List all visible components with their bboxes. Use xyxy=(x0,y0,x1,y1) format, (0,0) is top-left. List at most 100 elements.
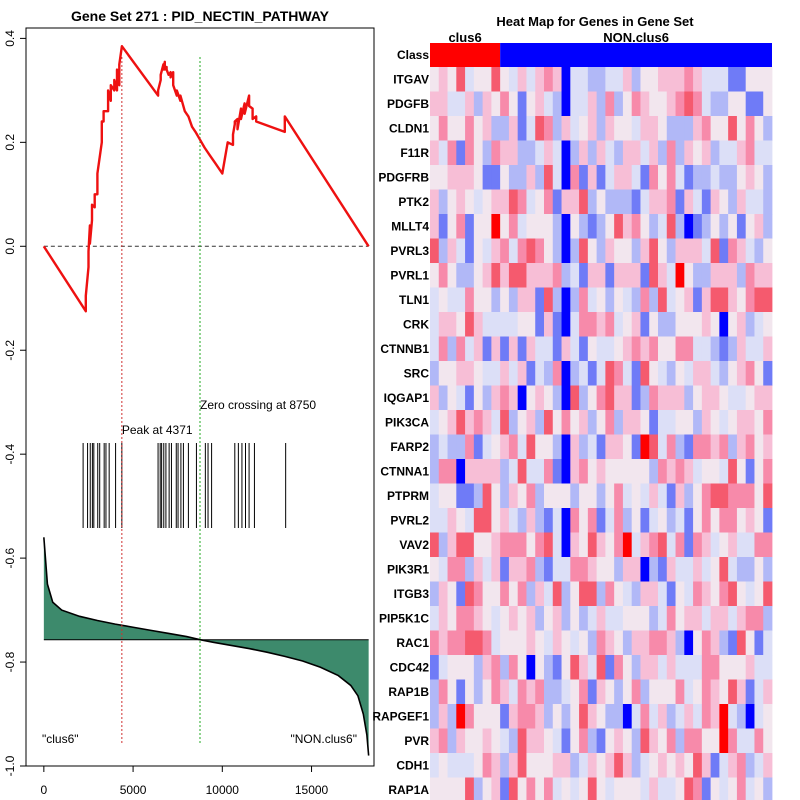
heatmap-cell xyxy=(614,287,624,313)
heatmap-cell xyxy=(473,630,484,656)
heatmap-cell xyxy=(465,508,475,533)
heatmap-cell xyxy=(482,361,492,386)
group-label-non-clus6: NON.clus6 xyxy=(603,30,669,45)
heatmap-cell xyxy=(438,214,448,239)
heatmap-cell xyxy=(508,312,519,337)
heatmap-cell xyxy=(666,385,676,411)
heatmap-cell xyxy=(701,777,712,800)
heatmap-cell xyxy=(552,140,562,166)
heatmap-cell xyxy=(763,116,773,141)
heatmap-cell xyxy=(693,263,703,288)
heatmap-cell xyxy=(447,508,457,533)
heatmap-cell xyxy=(465,532,475,558)
heatmap-cell xyxy=(482,483,492,509)
heatmap-cell xyxy=(763,679,773,705)
heatmap-cell xyxy=(552,508,562,533)
heatmap-cell xyxy=(579,753,589,778)
heatmap-cell xyxy=(587,532,598,558)
heatmap-cell xyxy=(745,434,755,460)
heatmap-cell xyxy=(517,655,527,680)
heatmap-cell xyxy=(491,410,501,435)
heatmap-cell xyxy=(745,655,755,680)
heatmap-cell xyxy=(631,238,641,264)
heatmap-cell xyxy=(456,165,466,190)
heatmap-cell xyxy=(658,91,668,117)
heatmap-cell xyxy=(438,777,448,800)
heatmap-cell xyxy=(438,263,448,288)
heatmap-cell xyxy=(587,655,598,680)
heatmap-cell xyxy=(684,557,694,582)
heatmap-cell xyxy=(552,704,562,729)
heatmap-cell xyxy=(561,679,571,705)
heatmap-cell xyxy=(508,361,519,386)
heatmap-cell xyxy=(526,508,536,533)
heatmap-cell xyxy=(754,312,764,337)
heatmap-cell xyxy=(684,459,694,484)
heatmap-cell xyxy=(456,434,466,460)
heatmap-cell xyxy=(491,630,501,656)
heatmap-cell xyxy=(482,312,492,337)
heatmap-cell xyxy=(456,630,466,656)
heatmap-cell xyxy=(763,606,773,631)
heatmap-cell xyxy=(736,434,747,460)
heatmap-cell xyxy=(447,189,457,215)
heatmap-cell xyxy=(456,655,466,680)
heatmap-cell xyxy=(675,557,685,582)
heatmap-cell xyxy=(473,116,484,141)
heatmap-cell xyxy=(579,508,589,533)
heatmap-cell xyxy=(693,336,703,362)
heatmap-cell xyxy=(640,655,650,680)
heatmap-cell xyxy=(430,287,440,313)
heatmap-cell xyxy=(491,679,501,705)
heatmap-cell xyxy=(640,630,650,656)
heatmap-cell xyxy=(596,165,606,190)
heatmap-cell xyxy=(500,214,510,239)
heatmap-cell xyxy=(710,165,720,190)
heatmap-cell xyxy=(587,361,598,386)
heatmap-cell xyxy=(666,459,676,484)
heatmap-cell xyxy=(526,67,536,92)
heatmap-cell xyxy=(684,753,694,778)
heatmap-cell xyxy=(596,581,606,607)
heatmap-cell xyxy=(500,508,510,533)
heatmap-cell xyxy=(622,263,633,288)
heatmap-cell xyxy=(719,67,729,92)
heatmap-cell xyxy=(482,581,492,607)
heatmap-cell xyxy=(544,361,554,386)
heatmap-cell xyxy=(491,606,501,631)
gene-label: MLLT4 xyxy=(391,219,429,233)
heatmap-cell xyxy=(535,91,545,117)
heatmap-cell xyxy=(508,214,519,239)
heatmap-cell xyxy=(570,214,580,239)
heatmap-cell xyxy=(640,116,650,141)
heatmap-cell xyxy=(535,483,545,509)
heatmap-cell xyxy=(622,557,633,582)
heatmap-cell xyxy=(701,655,712,680)
heatmap-cell xyxy=(596,508,606,533)
heatmap-cell xyxy=(587,459,598,484)
heatmap-cell xyxy=(447,777,457,800)
heatmap-cell xyxy=(438,655,448,680)
heatmap-cell xyxy=(561,287,571,313)
heatmap-cell xyxy=(430,728,440,754)
y-tick-label: -0.4 xyxy=(3,444,17,465)
heatmap-cell xyxy=(745,238,755,264)
heatmap-cell xyxy=(561,140,571,166)
heatmap-cell xyxy=(719,777,729,800)
heatmap-cell xyxy=(736,557,747,582)
heatmap-cell xyxy=(587,91,598,117)
heatmap-cell xyxy=(570,581,580,607)
heatmap-cell xyxy=(596,728,606,754)
heatmap-cell xyxy=(447,655,457,680)
heatmap-cell xyxy=(491,753,501,778)
heatmap-cell xyxy=(728,287,738,313)
heatmap-cell xyxy=(552,214,562,239)
heatmap-cell xyxy=(631,140,641,166)
heatmap-cell xyxy=(473,67,484,92)
heatmap-cell xyxy=(745,263,755,288)
heatmap-cell xyxy=(473,361,484,386)
heatmap-cell xyxy=(561,312,571,337)
heatmap-cell xyxy=(430,336,440,362)
heatmap-cell xyxy=(631,434,641,460)
heatmap-cell xyxy=(693,361,703,386)
